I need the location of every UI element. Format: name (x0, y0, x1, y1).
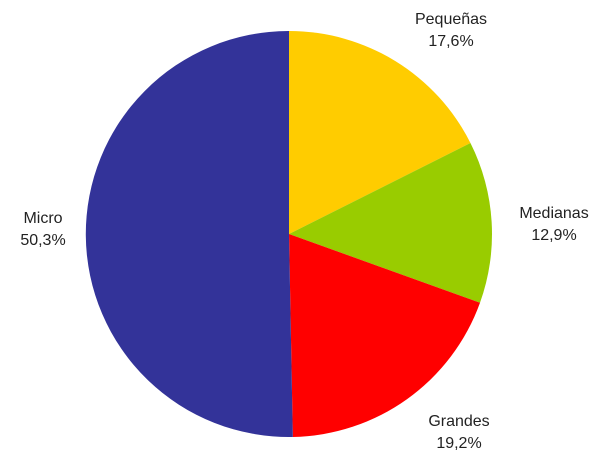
slice-value-label: 50,3% (20, 232, 65, 249)
slice-category-label: Medianas (519, 205, 588, 222)
pie-slice-pequeñas (289, 31, 471, 234)
slice-label-grandes: Grandes 19,2% (428, 413, 489, 452)
slice-value-label: 19,2% (436, 435, 481, 452)
slice-value-label: 12,9% (531, 227, 576, 244)
slice-category-label: Pequeñas (415, 11, 487, 28)
pie-slice-medianas (289, 142, 492, 303)
slice-label-medianas: Medianas 12,9% (519, 205, 588, 244)
slice-label-micro: Micro 50,3% (20, 210, 65, 249)
slice-category-label: Grandes (428, 413, 489, 430)
slice-value-label: 17,6% (428, 33, 473, 50)
pie-slice-micro (85, 30, 293, 437)
slice-category-label: Micro (23, 210, 62, 227)
pie-slices (85, 30, 492, 437)
slice-label-pequeñas: Pequeñas 17,6% (415, 11, 487, 50)
pie-slice-grandes (289, 234, 480, 437)
pie-labels: Pequeñas 17,6% Medianas 12,9% Grandes 19,2% Mi… (20, 11, 588, 452)
